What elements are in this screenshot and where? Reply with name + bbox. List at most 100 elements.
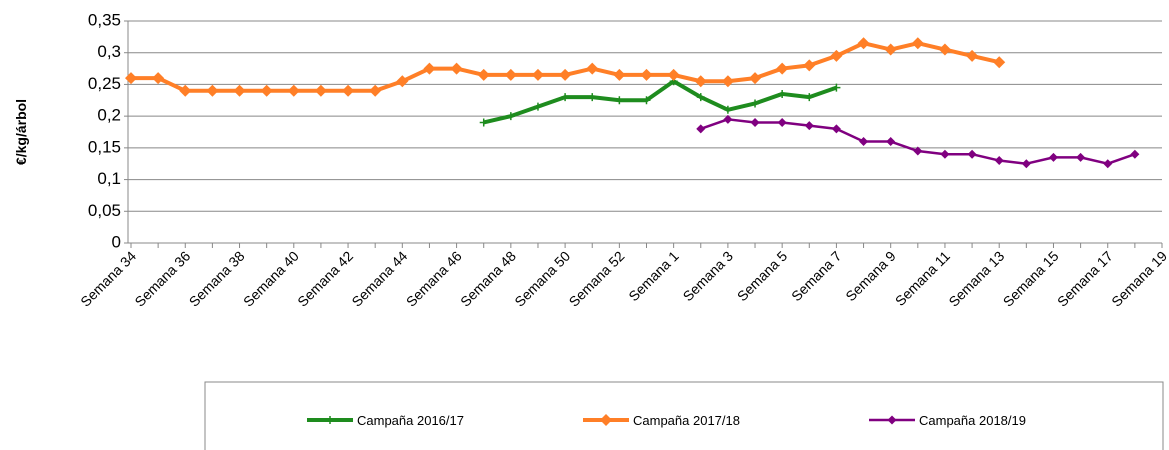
point (911, 37, 924, 50)
x-tick-label: Semana 48 (457, 248, 519, 310)
point (531, 68, 544, 81)
point (832, 83, 841, 92)
point (369, 84, 382, 97)
x-tick-label: Semana 44 (348, 248, 410, 310)
legend-marker (600, 414, 612, 426)
series (696, 114, 1140, 169)
point (913, 146, 923, 156)
x-tick-label: Semana 19 (1108, 248, 1169, 310)
legend-marker (326, 416, 334, 424)
point (206, 84, 219, 97)
point (640, 68, 653, 81)
y-tick-label: 0,25 (88, 74, 121, 93)
point (776, 62, 789, 75)
y-tick-label: 0,15 (88, 137, 121, 156)
point (533, 102, 542, 111)
point (479, 118, 488, 127)
point (1130, 149, 1140, 159)
point (938, 43, 951, 56)
x-tick-label: Semana 36 (131, 248, 193, 310)
point (152, 72, 165, 85)
point (342, 84, 355, 97)
point (233, 84, 246, 97)
x-tick-label: Semana 15 (1000, 248, 1062, 310)
point (559, 68, 572, 81)
point (125, 72, 137, 85)
point (477, 68, 490, 81)
point (967, 149, 977, 159)
point (993, 56, 1006, 69)
point (613, 68, 626, 81)
y-axis-label: €/kg/árbol (13, 99, 29, 165)
y-tick-label: 0,2 (97, 106, 121, 125)
point (886, 137, 896, 147)
point (723, 105, 732, 114)
series-line (483, 79, 838, 125)
point (778, 89, 787, 98)
x-tick-label: Semana 1 (625, 248, 682, 305)
x-tick-label: Semana 5 (734, 248, 791, 305)
point (749, 72, 762, 85)
point (723, 114, 733, 124)
point (859, 137, 869, 147)
point (884, 43, 897, 56)
legend-label: Campaña 2017/18 (633, 413, 740, 428)
series-line (700, 118, 1136, 165)
point (260, 84, 273, 97)
x-tick-label: Semana 52 (566, 248, 628, 310)
point (777, 117, 787, 127)
point (667, 68, 680, 81)
y-tick-label: 0,35 (88, 10, 121, 29)
y-tick-label: 0,3 (97, 42, 121, 61)
point (803, 59, 816, 72)
point (696, 93, 705, 102)
series-line (131, 41, 1000, 93)
point (940, 149, 950, 159)
x-tick-label: Semana 11 (892, 248, 953, 309)
x-tick-label: Semana 50 (511, 248, 573, 310)
point (287, 84, 300, 97)
legend-marker (887, 415, 897, 425)
x-tick-label: Semana 17 (1054, 248, 1116, 310)
point (696, 124, 706, 134)
legend-box (204, 381, 1164, 450)
point (721, 75, 734, 88)
x-tick-label: Semana 3 (680, 248, 737, 305)
point (750, 117, 760, 127)
point (561, 93, 570, 102)
x-tick-label: Semana 9 (842, 248, 899, 305)
x-tick-label: Semana 34 (77, 248, 139, 310)
point (805, 93, 814, 102)
series (479, 77, 841, 127)
y-tick-label: 0,1 (97, 169, 121, 188)
x-tick-label: Semana 42 (294, 248, 356, 310)
legend-label: Campaña 2016/17 (357, 413, 464, 428)
legend-label: Campaña 2018/19 (919, 413, 1026, 428)
point (966, 49, 979, 62)
point (857, 37, 870, 50)
point (694, 75, 707, 88)
point (804, 121, 814, 131)
point (396, 75, 409, 88)
point (1048, 152, 1058, 162)
point (314, 84, 327, 97)
x-tick-label: Semana 40 (240, 248, 302, 310)
y-tick-label: 0 (112, 232, 121, 251)
y-tick-label: 0,05 (88, 201, 121, 220)
series (125, 37, 1006, 97)
point (831, 124, 841, 134)
point (751, 99, 760, 108)
point (615, 96, 624, 105)
x-tick-label: Semana 7 (788, 248, 845, 305)
point (423, 62, 436, 75)
point (450, 62, 463, 75)
x-tick-label: Semana 46 (403, 248, 465, 310)
point (588, 93, 597, 102)
point (504, 68, 517, 81)
point (179, 84, 192, 97)
point (1021, 159, 1031, 169)
point (506, 112, 515, 121)
point (642, 96, 651, 105)
point (994, 156, 1004, 166)
